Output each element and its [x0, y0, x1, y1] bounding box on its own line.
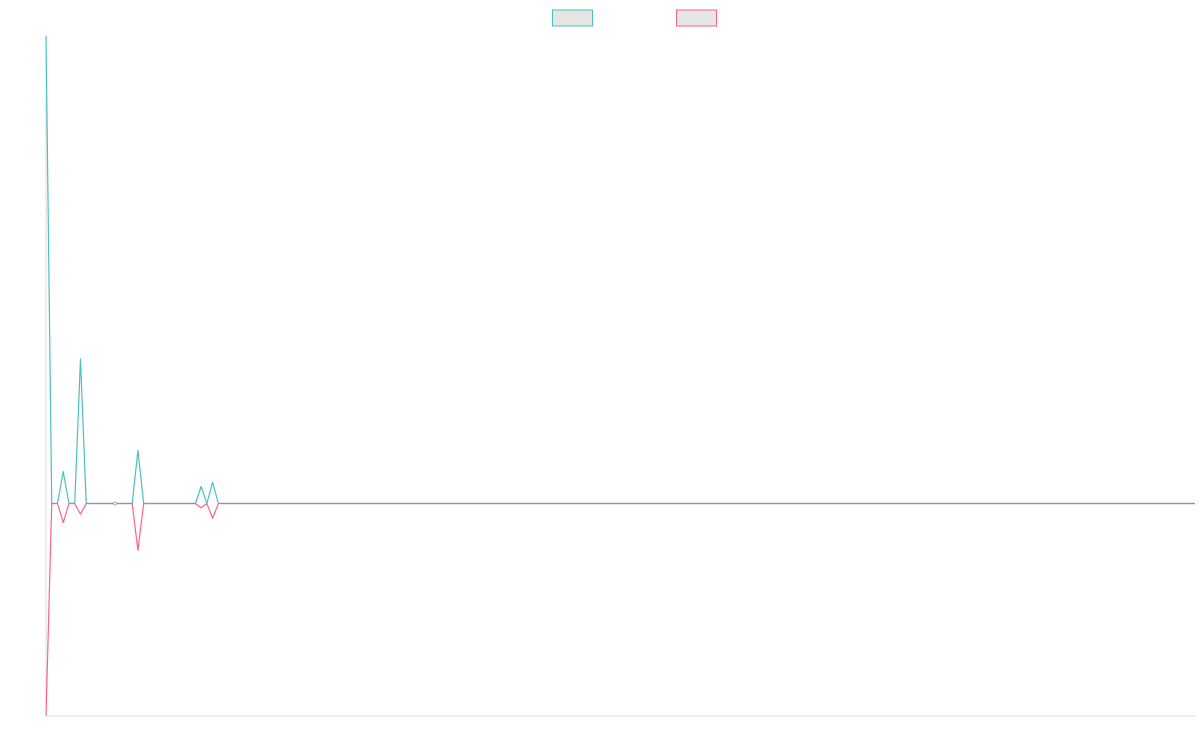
series-line-1	[45, 35, 1195, 505]
legend-swatch-2	[676, 9, 717, 27]
legend	[552, 9, 717, 27]
legend-swatch-1	[552, 9, 593, 27]
axes	[45, 36, 1195, 717]
series-line-2	[45, 502, 1195, 717]
series-layer	[45, 35, 1195, 717]
data-point-marker	[113, 501, 117, 506]
